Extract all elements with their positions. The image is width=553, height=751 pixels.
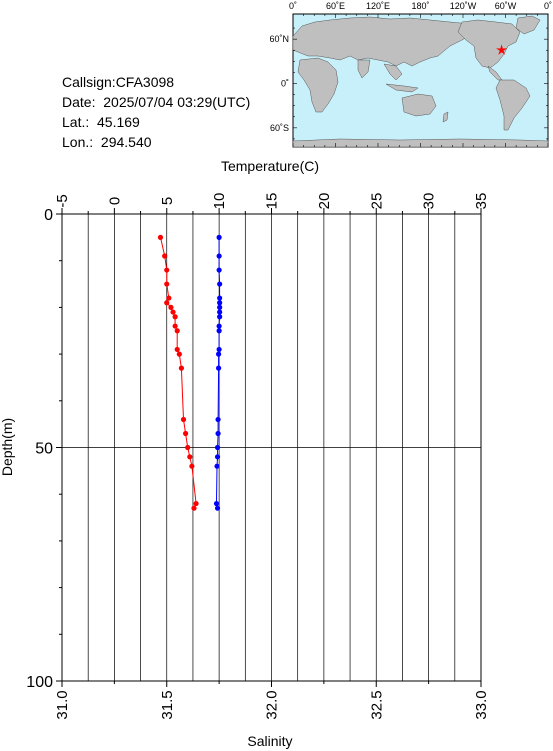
date-text: Date: 2025/07/04 03:29(UTC) (62, 94, 251, 110)
temperature-tick-label: 25 (368, 193, 385, 210)
temperature-tick-label: 20 (316, 193, 333, 210)
temperature-data-point (214, 505, 221, 511)
salinity-data-point (162, 253, 168, 259)
temperature-data-point (217, 295, 223, 301)
temperature-tick-label: 10 (211, 193, 228, 210)
map-lon-label: 0˚ (289, 1, 297, 11)
salinity-data-point (164, 281, 170, 287)
map-lon-label: 180˚ (411, 1, 429, 11)
map-lon-label: 0˚ (544, 1, 552, 11)
temperature-data-point (216, 328, 222, 334)
map-ticks (292, 14, 549, 147)
salinity-data-point (183, 430, 189, 437)
chart-grid (62, 214, 481, 681)
salinity-tick-label: 32.0 (264, 690, 281, 719)
temperature-data-point (214, 463, 220, 469)
temperature-data-point (217, 309, 223, 315)
temperature-data-point (215, 416, 221, 423)
map-lon-label: 60˚E (326, 1, 345, 11)
temperature-data-point (217, 300, 223, 306)
salinity-data-point (166, 295, 172, 301)
temperature-data-point (213, 500, 220, 507)
temperature-data-point (216, 234, 222, 240)
temperature-data-point (214, 454, 221, 460)
map-lat-label: 60˚S (270, 123, 289, 133)
temperature-data-point (217, 281, 223, 287)
temperature-tick-label: 5 (159, 197, 176, 205)
land-africa (297, 57, 339, 113)
plot-frame (61, 213, 482, 682)
temperature-ticks: -5 0 5 10 15 20 25 30 35 (54, 193, 490, 214)
salinity-profile-line (160, 237, 197, 509)
salinity-data-point (187, 454, 193, 460)
land-eurasia (292, 16, 479, 67)
salinity-data-point (178, 365, 185, 371)
salinity-data-point (180, 416, 187, 423)
map-lon-label: 120˚E (366, 1, 390, 11)
temperature-data-point (216, 267, 222, 273)
salinity-tick-label: 32.5 (368, 690, 385, 719)
land-australia (401, 93, 437, 117)
temperature-data-point (216, 323, 222, 329)
salinity-data-point (189, 463, 195, 469)
map-lon-label: 120˚W (450, 1, 477, 11)
land-north-america (457, 19, 521, 69)
salinity-data-point (176, 351, 182, 357)
location-map: 0˚ 60˚E 120˚E 180˚ 120˚W 60˚W 0˚ 60˚N 0˚ 60˚S (269, 1, 552, 148)
depth-axis-title: Depth(m) (0, 418, 15, 476)
temperature-tick-label: 15 (264, 193, 281, 210)
land-se-asia (383, 63, 403, 81)
depth-tick-label: 50 (35, 441, 53, 458)
map-lon-label: 60˚W (495, 1, 517, 11)
land-indonesia (385, 83, 419, 93)
salinity-tick-label: 31.0 (54, 690, 71, 719)
temperature-tick-label: 30 (421, 193, 438, 210)
station-info: Callsign:CFA3098 Date: 2025/07/04 03:29(… (62, 72, 250, 152)
temperature-tick-label: -5 (54, 194, 71, 207)
depth-tick-label: 100 (26, 674, 53, 691)
lat-text: Lat.: 45.169 (62, 114, 140, 130)
salinity-data-point (174, 328, 180, 334)
temperature-profile-line (215, 237, 221, 509)
temperature-data-point (216, 351, 222, 357)
temperature-axis-title: Temperature(C) (221, 158, 319, 174)
temperature-data-point (217, 304, 223, 310)
salinity-ticks: 31.0 31.5 32.0 32.5 33.0 (54, 681, 490, 720)
land-nz (442, 111, 449, 123)
salinity-tick-label: 31.5 (159, 690, 176, 719)
map-lat-label: 0˚ (281, 79, 289, 89)
callsign-text: Callsign:CFA3098 (62, 74, 175, 90)
land-india (357, 59, 371, 79)
salinity-axis-title: Salinity (247, 733, 292, 749)
temperature-data-point (216, 253, 222, 259)
salinity-data-point (164, 267, 170, 273)
salinity-data-point (193, 500, 199, 507)
temperature-data-point (216, 365, 222, 371)
salinity-tick-label: 33.0 (473, 690, 490, 719)
series-layer (157, 234, 223, 511)
salinity-data-point (170, 309, 176, 315)
salinity-data-point (172, 314, 178, 320)
temperature-tick-label: 0 (106, 197, 123, 205)
temperature-data-point (216, 346, 222, 353)
depth-tick-label: 0 (44, 207, 53, 224)
salinity-data-point (174, 346, 180, 353)
map-labels: 0˚ 60˚E 120˚E 180˚ 120˚W 60˚W 0˚ 60˚N 0˚ 60˚S (269, 1, 552, 133)
location-marker-icon (495, 44, 508, 55)
depth-ticks: 0 50 100 (26, 207, 62, 691)
salinity-data-point (164, 300, 170, 306)
salinity-data-point (157, 234, 164, 240)
salinity-data-point (191, 505, 197, 511)
salinity-data-point (168, 304, 174, 310)
map-lat-label: 60˚N (269, 34, 289, 44)
temperature-tick-label: 35 (473, 193, 490, 210)
land-south-america (495, 79, 531, 131)
lon-text: Lon.: 294.540 (62, 134, 152, 150)
temperature-data-point (215, 430, 221, 437)
temperature-data-point (214, 444, 221, 451)
salinity-data-point (172, 323, 178, 329)
temperature-data-point (217, 314, 223, 320)
salinity-data-point (185, 444, 191, 451)
